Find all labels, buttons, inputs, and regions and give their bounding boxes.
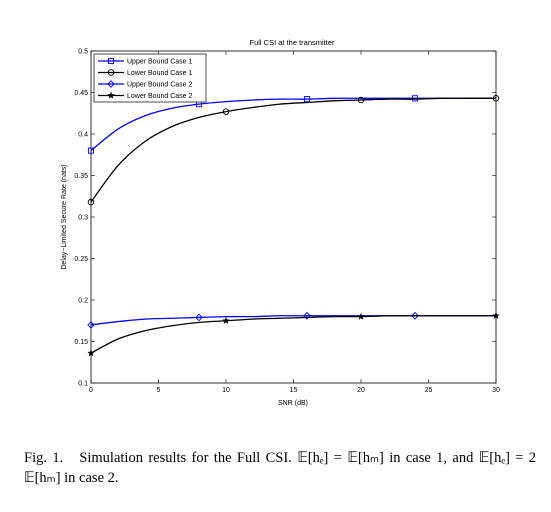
y-tick-label: 0.3 <box>78 215 88 222</box>
data-point-star <box>357 312 365 320</box>
y-tick-label: 0.4 <box>78 132 88 139</box>
data-point-diamond <box>87 321 95 329</box>
legend-marker-circle <box>107 69 115 76</box>
data-point-square <box>411 95 419 102</box>
series-line <box>90 315 496 354</box>
caption-text-after: in case 2. <box>64 470 119 486</box>
y-axis-label: Delay−Limited Secure Rate (nats) <box>61 164 68 269</box>
data-point-star <box>492 311 500 319</box>
figure-caption: Fig. 1. Simulation results for the Full … <box>24 448 536 488</box>
x-axis-ticks: 0 5 10 15 20 25 30 <box>89 51 500 394</box>
x-tick-label: 20 <box>357 387 365 394</box>
chart-figure: Full CSI at the transmitter 0 5 10 15 20 25 30… <box>61 38 500 407</box>
y-tick-label: 0.45 <box>74 90 88 97</box>
legend-marker-square <box>107 57 115 65</box>
data-point-circle <box>222 108 230 115</box>
data-point-diamond <box>411 311 419 320</box>
data-point-star <box>222 316 230 324</box>
data-point-diamond <box>303 311 311 320</box>
y-tick-label: 0.35 <box>74 173 88 180</box>
x-tick-label: 30 <box>492 387 500 394</box>
x-tick-label: 5 <box>157 387 161 394</box>
y-tick-label: 0.15 <box>74 339 88 346</box>
legend-label: Lower Bound Case 2 <box>127 93 192 100</box>
series-line <box>90 315 496 326</box>
data-point-circle <box>87 198 95 206</box>
data-point-diamond <box>195 313 203 322</box>
data-point-square <box>303 96 311 103</box>
legend-marker-star <box>107 91 115 99</box>
legend-box <box>93 53 207 103</box>
caption-text-before: Simulation results for the Full CSI. <box>79 450 292 466</box>
y-tick-label: 0.2 <box>78 298 88 305</box>
series-layer <box>87 95 500 357</box>
legend-entry: Lower Bound Case 1 <box>98 69 192 77</box>
y-tick-label: 0.1 <box>78 381 88 388</box>
legend-label: Upper Bound Case 2 <box>127 82 192 89</box>
chart-title: Full CSI at the transmitter <box>249 38 335 47</box>
series-square <box>87 95 496 154</box>
caption-equation-1: 𝔼[hₑ] = 𝔼[hₘ] <box>297 450 384 466</box>
data-point-star <box>87 349 95 357</box>
legend-label: Lower Bound Case 1 <box>127 70 192 77</box>
caption-equation-2: 𝔼[hₑ] = 2 𝔼[hₘ] <box>24 450 537 486</box>
y-tick-label: 0.5 <box>78 49 88 56</box>
series-line <box>90 97 496 152</box>
series-circle <box>87 95 500 206</box>
chart-legend: Upper Bound Case 1 Lower Bound Case 1 Uppe… <box>93 53 207 103</box>
data-point-circle <box>492 95 500 102</box>
y-axis-ticks: 0.1 0.15 0.2 0.25 0.3 0.35 0.4 0.45 0.5 <box>74 49 496 388</box>
legend-entry: Lower Bound Case 2 <box>98 91 192 100</box>
legend-marker-diamond <box>107 80 115 88</box>
x-tick-label: 10 <box>222 387 230 394</box>
x-tick-label: 15 <box>290 387 298 394</box>
x-tick-label: 25 <box>425 387 433 394</box>
legend-entry: Upper Bound Case 2 <box>98 80 192 89</box>
x-tick-label: 0 <box>89 387 93 394</box>
legend-label: Upper Bound Case 1 <box>127 59 192 66</box>
data-point-circle <box>357 96 365 104</box>
data-point-square <box>87 147 95 154</box>
series-star <box>87 311 500 357</box>
y-tick-label: 0.25 <box>74 256 88 263</box>
series-diamond <box>87 311 496 329</box>
caption-label: Fig. 1. <box>24 450 64 466</box>
caption-text-mid: in case 1, and <box>389 450 474 466</box>
legend-entry: Upper Bound Case 1 <box>98 57 192 66</box>
series-line <box>90 97 496 203</box>
x-axis-label: SNR (dB) <box>278 400 308 407</box>
